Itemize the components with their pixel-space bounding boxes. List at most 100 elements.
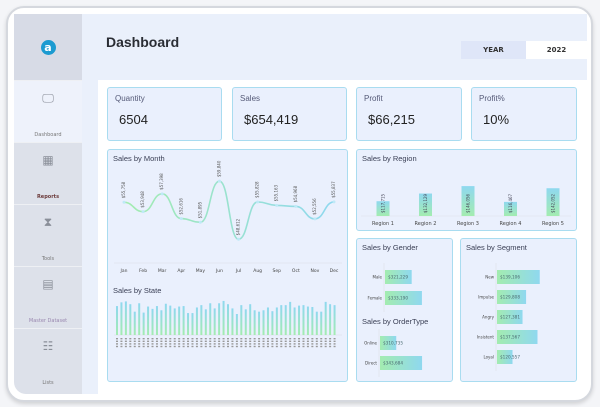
state-bar	[329, 304, 332, 335]
state-bar	[191, 313, 194, 335]
state-tick-label-glyph	[258, 343, 261, 345]
region-bar	[546, 188, 560, 216]
data-label: $116,467	[508, 193, 513, 213]
x-tick-label: Jan	[120, 268, 128, 274]
bar	[385, 291, 422, 305]
state-bar	[244, 309, 247, 335]
sidebar-item-lists[interactable]: ☷ Lists	[14, 328, 82, 390]
state-tick-label-glyph	[306, 338, 309, 340]
state-tick-label-glyph	[178, 338, 181, 340]
data-label: $53,948	[140, 191, 145, 208]
state-bar	[293, 307, 296, 335]
state-tick-label-glyph	[191, 343, 194, 345]
state-tick-label-glyph	[266, 343, 269, 345]
state-bar	[129, 304, 132, 335]
state-bar	[306, 306, 309, 335]
state-tick-label-glyph	[275, 343, 278, 345]
state-tick-label-glyph	[333, 340, 336, 342]
report-calculator-icon: ▦	[42, 153, 54, 167]
state-tick-label-glyph	[209, 340, 212, 342]
state-tick-label-glyph	[298, 343, 301, 345]
x-tick-label: Dec	[330, 268, 339, 274]
bar	[385, 270, 412, 284]
state-tick-label-glyph	[209, 338, 212, 340]
state-tick-label-glyph	[187, 338, 190, 340]
state-bar	[266, 307, 269, 335]
state-tick-label-glyph	[289, 343, 292, 345]
state-tick-label-glyph	[324, 338, 327, 340]
state-bar	[142, 312, 145, 335]
state-tick-label-glyph	[120, 345, 123, 348]
x-tick-label: Sep	[272, 268, 281, 274]
state-tick-label-glyph	[280, 338, 283, 340]
sidebar-item-master-dataset[interactable]: ▤ Master Dataset	[14, 266, 82, 328]
state-bar	[116, 306, 118, 335]
state-tick-label-glyph	[315, 345, 318, 348]
state-bar	[289, 301, 292, 335]
state-tick-label-glyph	[289, 340, 292, 342]
state-tick-label-glyph	[182, 338, 185, 340]
page-title: Dashboard	[106, 34, 180, 50]
bar	[497, 270, 540, 284]
data-label: $54,968	[293, 185, 298, 202]
sidebar-item-reports[interactable]: ▦ Reports	[14, 142, 82, 204]
state-tick-label-glyph	[191, 340, 194, 342]
state-tick-label-glyph	[262, 340, 265, 342]
x-tick-label: Region 2	[415, 221, 437, 227]
state-bar	[258, 311, 261, 335]
state-bar	[231, 308, 234, 335]
state-bar	[324, 301, 327, 335]
state-tick-label-glyph	[204, 338, 207, 340]
region-bar-chart: $117,715 Region 1 $132,129 Region 2 $146,056…	[361, 186, 571, 227]
state-bar	[133, 311, 136, 335]
state-tick-label-glyph	[169, 340, 172, 342]
state-tick-label-glyph	[289, 338, 292, 340]
sidebar-item-tools[interactable]: ⧗ Tools	[14, 204, 82, 266]
region-chart-title: Sales by Region	[362, 154, 417, 163]
state-tick-label-glyph	[169, 343, 172, 345]
sidebar-item-dashboard[interactable]: 🖵 Dashboard	[14, 80, 82, 142]
state-tick-label-glyph	[244, 338, 247, 340]
sidebar-item-label: Master Dataset	[28, 318, 68, 324]
state-tick-label-glyph	[200, 338, 203, 340]
state-tick-label-glyph	[249, 343, 252, 345]
category-label: Insistent	[477, 335, 495, 340]
x-tick-label: Feb	[139, 268, 147, 274]
state-tick-label-glyph	[147, 345, 150, 348]
sales-line	[123, 180, 335, 241]
state-tick-label-glyph	[293, 343, 296, 345]
state-bar	[302, 305, 305, 335]
state-tick-label-glyph	[133, 338, 136, 340]
state-chart-title: Sales by State	[113, 286, 162, 295]
data-label: $333,190	[388, 296, 408, 301]
state-tick-label-glyph	[284, 340, 287, 342]
state-bar	[284, 305, 287, 335]
data-label: $59,840	[216, 160, 221, 177]
state-tick-label-glyph	[138, 340, 141, 342]
state-bar	[187, 313, 190, 335]
kpi-value: 10%	[483, 112, 510, 127]
kpi-label: Profit%	[479, 94, 505, 103]
state-tick-label-glyph	[218, 338, 221, 340]
state-bar	[315, 311, 318, 335]
data-label: $146,056	[466, 193, 471, 213]
data-point	[275, 203, 279, 207]
data-label: $55,828	[255, 181, 260, 198]
segment-bar-chart: New $139,106 Impulse $129,808 Angry $127,381 I…	[477, 263, 540, 371]
data-point	[217, 179, 221, 183]
data-label: $139,106	[500, 275, 520, 280]
state-tick-label-glyph	[222, 343, 225, 345]
sidebar: a 🖵 Dashboard ▦ Reports ⧗ Tools ▤ Master Dat…	[14, 14, 82, 394]
state-tick-label-glyph	[129, 345, 132, 348]
category-label: Female	[368, 296, 383, 301]
state-tick-label-glyph	[124, 345, 127, 348]
state-tick-label-glyph	[169, 345, 172, 348]
state-tick-label-glyph	[293, 345, 296, 348]
data-point	[122, 200, 126, 204]
state-tick-label-glyph	[302, 343, 305, 345]
state-tick-label-glyph	[240, 345, 243, 348]
year-selector[interactable]: 2022	[526, 41, 587, 59]
kpi-value: 6504	[119, 112, 148, 127]
state-tick-label-glyph	[160, 338, 163, 340]
state-tick-label-glyph	[178, 345, 181, 348]
